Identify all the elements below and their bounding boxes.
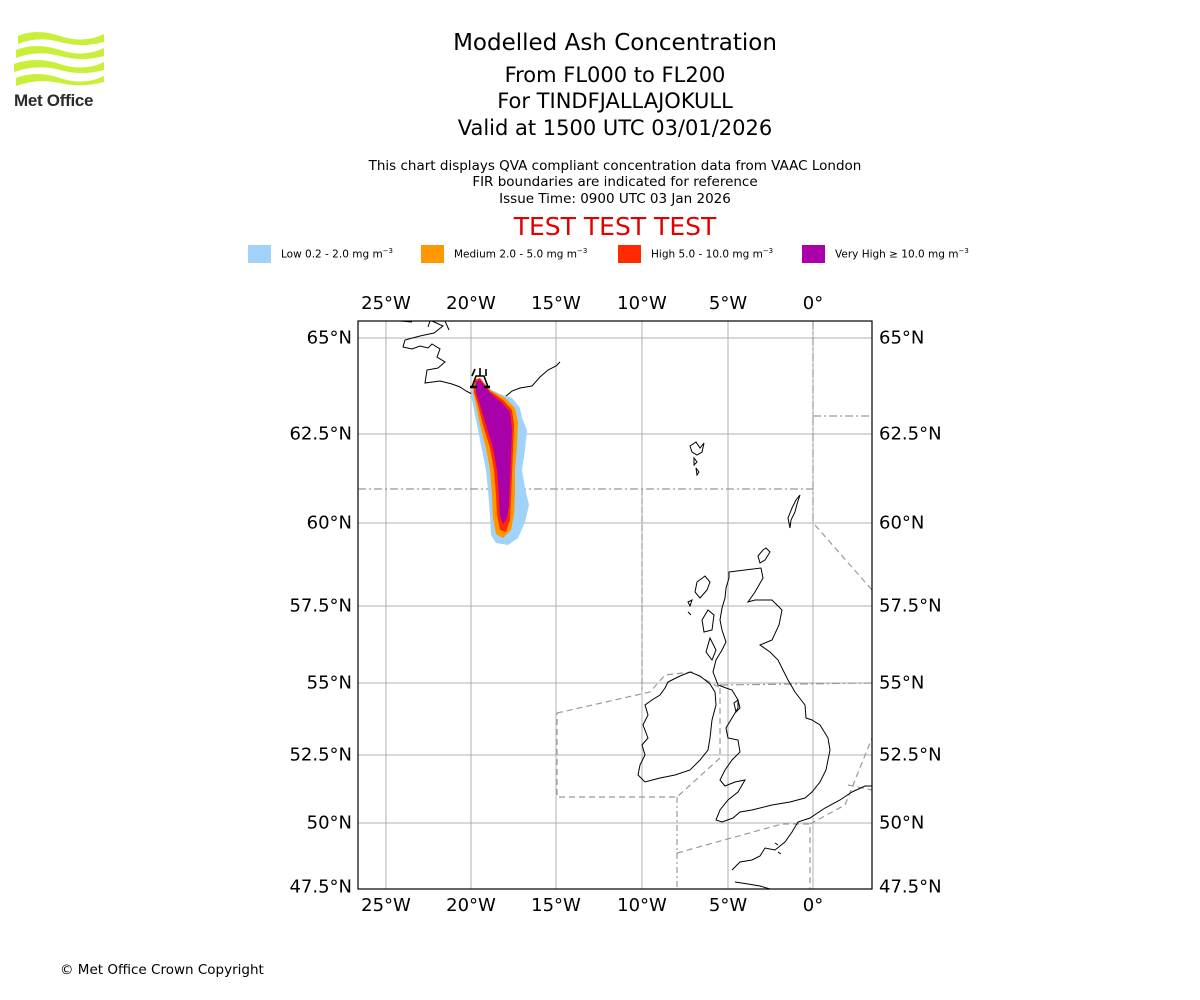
lat-tick-right: 65°N [879,327,925,349]
fir-boundaries [358,321,872,889]
lon-tick-bottom: 15°W [531,895,581,916]
lon-tick-top: 5°W [708,293,748,314]
legend-swatch-high [618,244,641,263]
lat-tick-right: 55°N [879,672,925,694]
legend-item-high: High 5.0 - 10.0 mg m−3 [618,244,773,263]
lat-tick-left: 62.5°N [289,423,352,445]
coastline-faroes [689,441,705,477]
logo-text: Met Office [14,91,94,110]
flight-level-range: From FL000 to FL200 [504,63,726,87]
lat-tick-left: 47.5°N [289,876,352,898]
map-frame [357,320,873,890]
fir-boundary [719,682,872,686]
fir-boundary [847,784,872,791]
legend-swatch-low [248,244,271,263]
lat-tick-left: 50°N [306,812,352,834]
legend-label: Medium 2.0 - 5.0 mg m−3 [454,246,588,261]
graticule [358,321,872,889]
lon-tick-top: 10°W [617,293,667,314]
chart-description: This chart displays QVA compliant concen… [368,158,862,174]
lat-tick-right: 47.5°N [879,876,942,898]
valid-time: Valid at 1500 UTC 03/01/2026 [457,116,773,140]
coastline-channel-islands [774,842,782,855]
lat-tick-left: 52.5°N [289,744,352,766]
lon-tick-bottom: 20°W [446,895,496,916]
fir-boundary [556,671,721,714]
lon-tick-bottom: 5°W [708,895,748,916]
lon-tick-bottom: 25°W [361,895,411,916]
lon-tick-top: 25°W [361,293,411,314]
copyright: © Met Office Crown Copyright [60,962,264,978]
coastline-france [731,785,872,889]
fir-boundary [814,524,872,591]
test-banner: TEST TEST TEST [513,212,717,241]
lat-tick-left: 55°N [306,672,352,694]
met-office-logo: Met Office [14,30,110,112]
ash-area-very-high [476,380,512,524]
met-office-waves-icon [14,32,104,86]
legend-swatch-very-high [802,244,825,263]
legend-swatch-medium [421,244,444,263]
legend-label: Low 0.2 - 2.0 mg m−3 [281,246,394,261]
lon-tick-top: 0° [802,293,824,314]
lon-tick-bottom: 10°W [617,895,667,916]
coastlines [637,441,872,889]
coastline-hebrides [687,575,717,662]
coastline-ireland [637,671,717,783]
chart-title: Modelled Ash Concentration [453,30,777,56]
lat-tick-left: 60°N [306,512,352,534]
legend-label: Very High ≥ 10.0 mg m−3 [835,246,969,261]
coastline-isle-of-man [733,699,741,713]
coastline-shetland [787,494,801,529]
lon-tick-bottom: 0° [802,895,824,916]
volcano-icon [470,368,490,389]
lat-tick-left: 65°N [306,327,352,349]
issue-time: Issue Time: 0900 UTC 03 Jan 2026 [499,191,731,207]
volcano-name: For TINDFJALLAJOKULL [497,89,733,113]
fir-boundary [676,823,811,889]
legend-item-medium: Medium 2.0 - 5.0 mg m−3 [421,244,587,263]
lat-tick-right: 50°N [879,812,925,834]
lat-tick-right: 52.5°N [879,744,942,766]
fir-boundary [809,737,872,825]
lat-tick-left: 57.5°N [289,595,352,617]
lon-tick-top: 20°W [446,293,496,314]
coastline-uk [712,567,831,823]
lat-tick-right: 60°N [879,512,925,534]
coastline-orkney [757,547,771,564]
lat-tick-right: 62.5°N [879,423,942,445]
lat-tick-right: 57.5°N [879,595,942,617]
legend-item-low: Low 0.2 - 2.0 mg m−3 [248,244,393,263]
legend-label: High 5.0 - 10.0 mg m−3 [651,246,774,261]
fir-boundary [556,688,721,798]
fir-note: FIR boundaries are indicated for referen… [472,174,758,190]
lon-tick-top: 15°W [531,293,581,314]
legend-item-very-high: Very High ≥ 10.0 mg m−3 [802,244,969,263]
